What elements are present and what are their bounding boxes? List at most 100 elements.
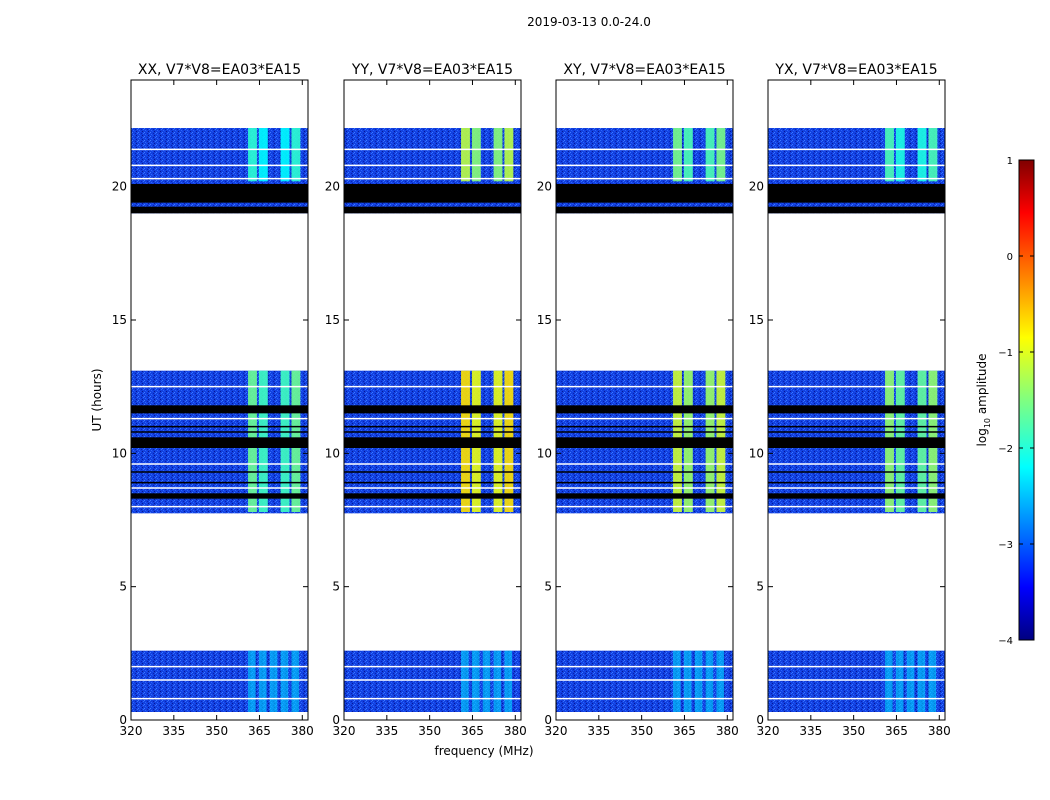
y-tick-label: 10: [537, 446, 552, 460]
colorbar: 10−1−2−3−4 log10 amplitude: [975, 156, 1035, 647]
flagged-row: [556, 206, 733, 214]
y-tick-label: 20: [112, 180, 127, 194]
panel-0: XX, V7*V8=EA03*EA15 320 335 350 365 380 0 5 10 15…: [112, 62, 314, 738]
x-tick-label: 380: [716, 724, 739, 738]
y-tick-label: 10: [749, 446, 764, 460]
band-column-faint: [493, 650, 502, 712]
y-tick-label: 0: [756, 713, 764, 727]
panel-title: XY, V7*V8=EA03*EA15: [563, 62, 725, 78]
band-column-faint: [885, 650, 893, 712]
band-column-faint: [906, 650, 915, 712]
band-column-faint: [482, 650, 491, 712]
x-tick-label: 380: [928, 724, 951, 738]
flagged-row: [131, 184, 308, 203]
flagged-row: [131, 493, 308, 499]
colorbar-label: log10 amplitude: [975, 354, 992, 447]
x-tick-label: 335: [375, 724, 398, 738]
flagged-row: [556, 405, 733, 414]
y-tick-label: 5: [119, 580, 127, 594]
y-tick-label: 0: [544, 713, 552, 727]
axes-frame: [767, 79, 946, 721]
x-tick-label: 350: [842, 724, 865, 738]
x-tick-label: 365: [248, 724, 271, 738]
flagged-row: [556, 493, 733, 499]
panel-title: YX, V7*V8=EA03*EA15: [774, 62, 937, 78]
flagged-row: [768, 405, 945, 414]
x-tick-label: 350: [205, 724, 228, 738]
band-column-faint: [917, 650, 926, 712]
band-column: [258, 128, 268, 182]
band-column: [928, 128, 938, 182]
y-tick-label: 20: [325, 180, 340, 194]
colorbar-gradient: [1018, 159, 1035, 641]
x-tick-label: 350: [630, 724, 653, 738]
colorbar-tick-label: 1: [1007, 156, 1013, 167]
y-tick-label: 0: [119, 713, 127, 727]
colorbar-label-subscript: 10: [983, 418, 992, 428]
x-tick-label: 380: [504, 724, 527, 738]
y-tick-label: 20: [749, 180, 764, 194]
band-column: [885, 128, 894, 182]
x-tick-label: 365: [461, 724, 484, 738]
band-column-faint: [461, 650, 469, 712]
y-tick-label: 0: [332, 713, 340, 727]
band-column-faint: [928, 650, 937, 712]
x-tick-label: 365: [885, 724, 908, 738]
band-column: [683, 128, 693, 182]
figure-suptitle: 2019-03-13 0.0-24.0: [527, 15, 651, 29]
flagged-row: [131, 405, 308, 414]
x-tick-label: 320: [120, 724, 143, 738]
flagged-row: [344, 206, 521, 214]
x-tick-label: 335: [799, 724, 822, 738]
colorbar-tick-label: −4: [998, 636, 1013, 647]
panel-1: YY, V7*V8=EA03*EA15 320 335 350 365 380 0 5 10 15…: [325, 62, 527, 738]
y-tick-label: 15: [537, 313, 552, 327]
flagged-row: [768, 493, 945, 499]
band-column: [248, 128, 257, 182]
band-column: [461, 128, 470, 182]
y-tick-label: 5: [756, 580, 764, 594]
y-axis-label: UT (hours): [90, 368, 104, 431]
panel-2: XY, V7*V8=EA03*EA15 320 335 350 365 380 0 5 10 15…: [537, 62, 739, 738]
band-column: [917, 128, 927, 182]
flagged-row: [344, 437, 521, 448]
band-column-faint: [683, 650, 692, 712]
band-column-faint: [280, 650, 289, 712]
band-column-faint: [895, 650, 904, 712]
axes-frame: [130, 79, 309, 721]
band-column: [280, 128, 290, 182]
panel-3: YX, V7*V8=EA03*EA15 320 335 350 365 380 0 5 10 15…: [749, 62, 951, 738]
data-block: [131, 650, 308, 712]
band-column-faint: [258, 650, 267, 712]
y-tick-label: 10: [112, 446, 127, 460]
panel-title: YY, V7*V8=EA03*EA15: [351, 62, 513, 78]
band-column-faint: [471, 650, 480, 712]
data-block: [768, 650, 945, 712]
y-tick-label: 10: [325, 446, 340, 460]
panel-title: XX, V7*V8=EA03*EA15: [138, 62, 301, 78]
flagged-row: [768, 437, 945, 448]
band-column-faint: [291, 650, 300, 712]
x-tick-label: 380: [291, 724, 314, 738]
x-tick-label: 335: [587, 724, 610, 738]
band-column: [493, 128, 503, 182]
flagged-row: [768, 184, 945, 203]
band-column-faint: [694, 650, 703, 712]
y-tick-label: 5: [544, 580, 552, 594]
data-block: [344, 650, 521, 712]
x-tick-label: 335: [162, 724, 185, 738]
panels-group: XX, V7*V8=EA03*EA15 320 335 350 365 380 0 5 10 15…: [112, 62, 951, 738]
axes-frame: [555, 79, 734, 721]
band-column-faint: [716, 650, 725, 712]
x-tick-label: 320: [545, 724, 568, 738]
y-tick-label: 15: [325, 313, 340, 327]
colorbar-tick-label: −1: [998, 348, 1013, 359]
y-tick-label: 20: [537, 180, 552, 194]
y-tick-label: 15: [749, 313, 764, 327]
band-column: [471, 128, 481, 182]
band-column: [705, 128, 715, 182]
band-column-faint: [248, 650, 256, 712]
flagged-row: [556, 184, 733, 203]
colorbar-tick-label: 0: [1007, 252, 1013, 263]
